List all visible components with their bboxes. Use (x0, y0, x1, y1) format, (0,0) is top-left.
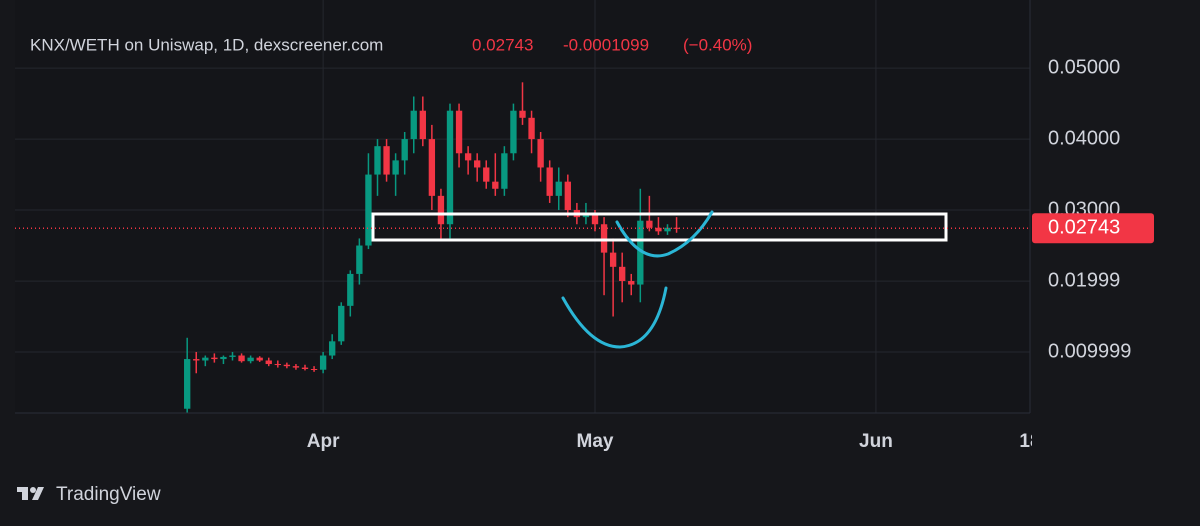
drawn-curve (561, 286, 668, 349)
last-price: 0.02743 (472, 35, 533, 54)
candle-body (419, 110, 426, 140)
brand: TradingView (56, 484, 161, 505)
candle-body (211, 357, 218, 360)
candle-body (401, 139, 408, 161)
x-tick-label: Apr (307, 431, 340, 452)
candle-body (483, 167, 490, 182)
candle-body (446, 110, 454, 225)
candle-body (365, 174, 372, 246)
support-zone (371, 212, 948, 242)
candle-body (347, 273, 354, 306)
candle-body (274, 364, 281, 366)
drawn-curve (615, 210, 714, 258)
candle-body (501, 153, 508, 189)
last-price-box (1032, 213, 1154, 244)
x-tick-label: Jun (859, 431, 893, 452)
candle-body (519, 110, 526, 118)
plot-pane (15, 0, 1030, 413)
y-tick-label: 0.05000 (1048, 56, 1120, 78)
candle-body (410, 110, 417, 140)
candle-body (673, 227, 680, 229)
candle-body (247, 357, 254, 362)
candle-body (229, 355, 236, 357)
candle-body (338, 305, 345, 342)
chart-title: KNX/WETH on Uniswap, 1D, dexscreener.com (30, 35, 383, 54)
candle-body (619, 266, 626, 282)
candle-body (510, 110, 517, 154)
candle-body (555, 181, 562, 196)
candle-body (564, 181, 571, 211)
candle-body (220, 356, 227, 360)
candle-body (202, 357, 209, 361)
candle-body (392, 160, 399, 175)
candle-body (600, 224, 608, 253)
y-tick-label: 0.04000 (1048, 127, 1120, 149)
candle-body (310, 369, 318, 371)
candle-body (329, 341, 336, 356)
candle-body (537, 139, 544, 168)
candle-body (319, 355, 327, 370)
candles (184, 82, 680, 413)
candle-body (292, 366, 300, 368)
candle-body (464, 153, 472, 161)
last-price-label: 0.02743 (1048, 217, 1120, 239)
candle-body (184, 359, 191, 409)
candle-body (637, 220, 644, 285)
candle-body (455, 110, 463, 154)
y-tick-label: 0.009999 (1048, 340, 1131, 362)
candle-body (492, 181, 499, 189)
candle-body (646, 220, 653, 228)
y-tick-label: 0.01999 (1048, 269, 1120, 291)
tradingview-logo (17, 487, 44, 500)
price-axis (1032, 420, 1200, 465)
candle-body (428, 139, 436, 196)
price-change: -0.0001099 (563, 35, 649, 54)
candle-body (628, 281, 635, 285)
candle-body (655, 227, 662, 232)
candle-body (193, 359, 200, 361)
candle-body (591, 213, 599, 225)
candle-body (265, 360, 272, 365)
candle-body (664, 227, 671, 232)
candle-body (474, 160, 481, 168)
candle-body (283, 364, 291, 367)
candle-body (356, 245, 363, 274)
candle-body (256, 357, 263, 361)
candle-body (528, 117, 535, 140)
candle-body (546, 167, 553, 196)
candle-body (238, 355, 245, 362)
price-change-percent: (−0.40%) (683, 35, 752, 54)
candle-body (301, 367, 309, 370)
candle-body (374, 146, 381, 175)
candle-body (437, 195, 445, 225)
candle-body (383, 146, 390, 175)
x-tick-label: May (577, 431, 614, 452)
candle-body (609, 252, 617, 267)
